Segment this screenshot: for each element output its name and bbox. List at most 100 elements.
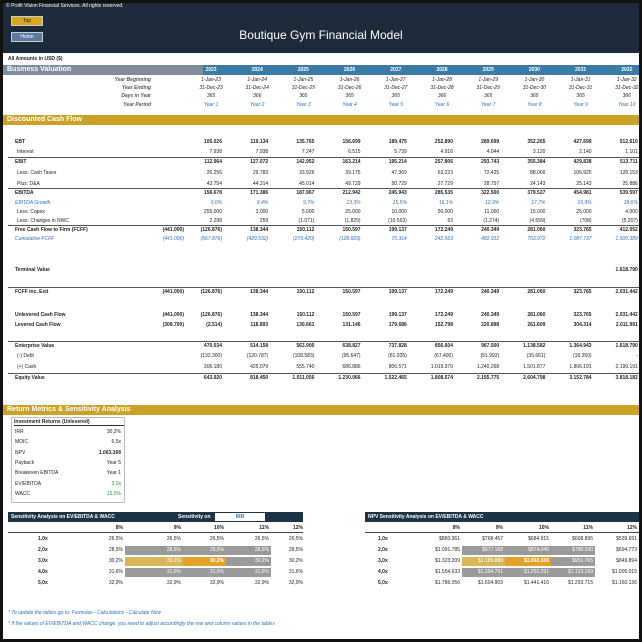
timeline-value: 1-Jan-32	[616, 77, 637, 83]
table-title: NPV Sensitivity Analysis on EV/EBITDA & …	[368, 514, 484, 520]
cell-value: 27.729	[437, 181, 453, 187]
column-header: 12%	[626, 525, 637, 531]
cell-value: 18,6%	[623, 200, 638, 206]
cell-value: (18.350)	[572, 353, 592, 359]
year-header: 2032	[621, 67, 633, 73]
cell-value: 257.806	[434, 159, 453, 165]
timeline-value: 31-Dec-31	[568, 85, 593, 91]
row-header: 2,0x	[38, 547, 48, 553]
section-title: Return Metrics & Sensitivity Analysis	[7, 406, 131, 413]
timeline-value: 1-Jan-28	[432, 77, 452, 83]
timeline-value: 365	[484, 93, 493, 99]
row-label: (-) Debt	[17, 353, 34, 359]
metric-value: 10,0%	[106, 490, 121, 497]
year-header: 2029	[482, 67, 494, 73]
cell-value: 1.230.066	[338, 375, 361, 381]
row-rule	[8, 157, 639, 158]
cell-value: $539.651	[616, 536, 637, 542]
cell-value: $1.554.633	[434, 569, 460, 575]
cell-value: 43.754	[206, 181, 222, 187]
nav-button[interactable]: Home	[20, 34, 34, 40]
cell-value: 131.146	[342, 322, 361, 328]
metric-value: 1.063.166	[98, 449, 121, 456]
metric-label: EV/EBITDA	[15, 480, 42, 487]
timeline-value: 31-Dec-23	[199, 85, 223, 91]
cell-value: 2.604.798	[523, 375, 546, 381]
cell-value: 31,6%	[288, 569, 303, 575]
cell-value: (81.935)	[388, 353, 407, 359]
highlight-cell	[505, 546, 551, 555]
cell-value: 26,5%	[108, 536, 123, 542]
nav-button-bg	[11, 32, 43, 42]
cell-value: $1.005.015	[611, 569, 637, 575]
cell-value: 28.757	[483, 181, 500, 187]
cell-value: 199.137	[388, 289, 407, 295]
metric-value: 3,0x	[111, 480, 121, 487]
cell-value: 5.000	[301, 209, 315, 215]
column-header: 9%	[173, 525, 181, 531]
cell-value: 2.298	[209, 218, 222, 224]
cell-value: 11.000	[484, 209, 500, 215]
cell-value: 28,5%	[209, 547, 224, 553]
timeline-value: Year 10	[618, 102, 636, 108]
table-header-bar	[8, 512, 303, 522]
cell-value: (126.876)	[200, 227, 222, 233]
column-header: 8%	[115, 525, 123, 531]
cell-value: 63.223	[437, 170, 453, 176]
cell-value: (708)	[579, 218, 592, 224]
timeline-value: Year 7	[480, 102, 496, 108]
highlight-cell	[125, 568, 183, 577]
cell-value: $1.185.880	[477, 558, 503, 564]
cell-value: 189.475	[388, 139, 407, 145]
header-band	[3, 3, 639, 53]
cell-value: (1.829)	[344, 218, 361, 224]
cell-value: 28,5%	[108, 547, 123, 553]
cell-value: 25.886	[622, 181, 638, 187]
cell-value: 220.898	[481, 322, 500, 328]
cell-value: 187.967	[296, 190, 315, 196]
highlight-cell	[551, 557, 595, 566]
cell-value: $1.252.291	[523, 569, 549, 575]
cell-value: 1.019.370	[430, 364, 453, 370]
copyright: © Profit Vision Financial Services. All …	[6, 3, 124, 9]
cell-value: 3.000	[255, 209, 269, 215]
highlight-cell	[226, 568, 271, 577]
initial-value: (441.000)	[162, 312, 184, 318]
cell-value: 240.349	[481, 312, 500, 318]
timeline-value: Year 8	[527, 102, 542, 108]
selector-value[interactable]: IRR	[235, 514, 245, 520]
header-rule	[8, 532, 303, 533]
row-rule	[8, 341, 639, 342]
footnote: * To update the tables go to: Formulas -…	[8, 610, 161, 616]
cell-value: 261.609	[527, 322, 546, 328]
cell-value: 32,9%	[166, 580, 181, 586]
cell-value: 63	[447, 218, 453, 224]
cell-value: 15,5%	[392, 200, 407, 206]
cell-value: 142.952	[296, 159, 315, 165]
section-bar	[3, 115, 639, 125]
nav-button[interactable]: Top	[22, 18, 32, 24]
cell-value: 152.798	[434, 322, 453, 328]
cell-value: 2.140	[579, 149, 592, 155]
cell-value: $1.441.416	[523, 580, 549, 586]
cell-value: 9,4%	[256, 200, 269, 206]
metric-value: 30,2%	[106, 429, 121, 435]
cell-value: $768.457	[482, 536, 503, 542]
cell-value: 1.522.465	[384, 375, 407, 381]
timeline-value: 365	[206, 93, 216, 99]
highlight-cell	[551, 568, 595, 577]
metric-label: WACC	[15, 490, 31, 497]
timeline-value: 1-Jan-30	[524, 77, 545, 83]
cell-value: 150.112	[296, 289, 315, 295]
row-header: 5,0x	[378, 580, 388, 586]
cell-value: 2.011.991	[615, 322, 638, 328]
year-bar	[203, 65, 639, 75]
cell-value: (5.207)	[621, 218, 638, 224]
cell-value: 285.535	[434, 190, 453, 196]
cell-value: 25.143	[576, 181, 592, 187]
metrics-box	[11, 417, 125, 503]
cell-value: 45.014	[299, 181, 315, 187]
row-label: Levered Cash Flow	[15, 322, 61, 328]
cell-value: 128.153	[619, 170, 638, 176]
cell-value: 28,5%	[288, 547, 303, 553]
